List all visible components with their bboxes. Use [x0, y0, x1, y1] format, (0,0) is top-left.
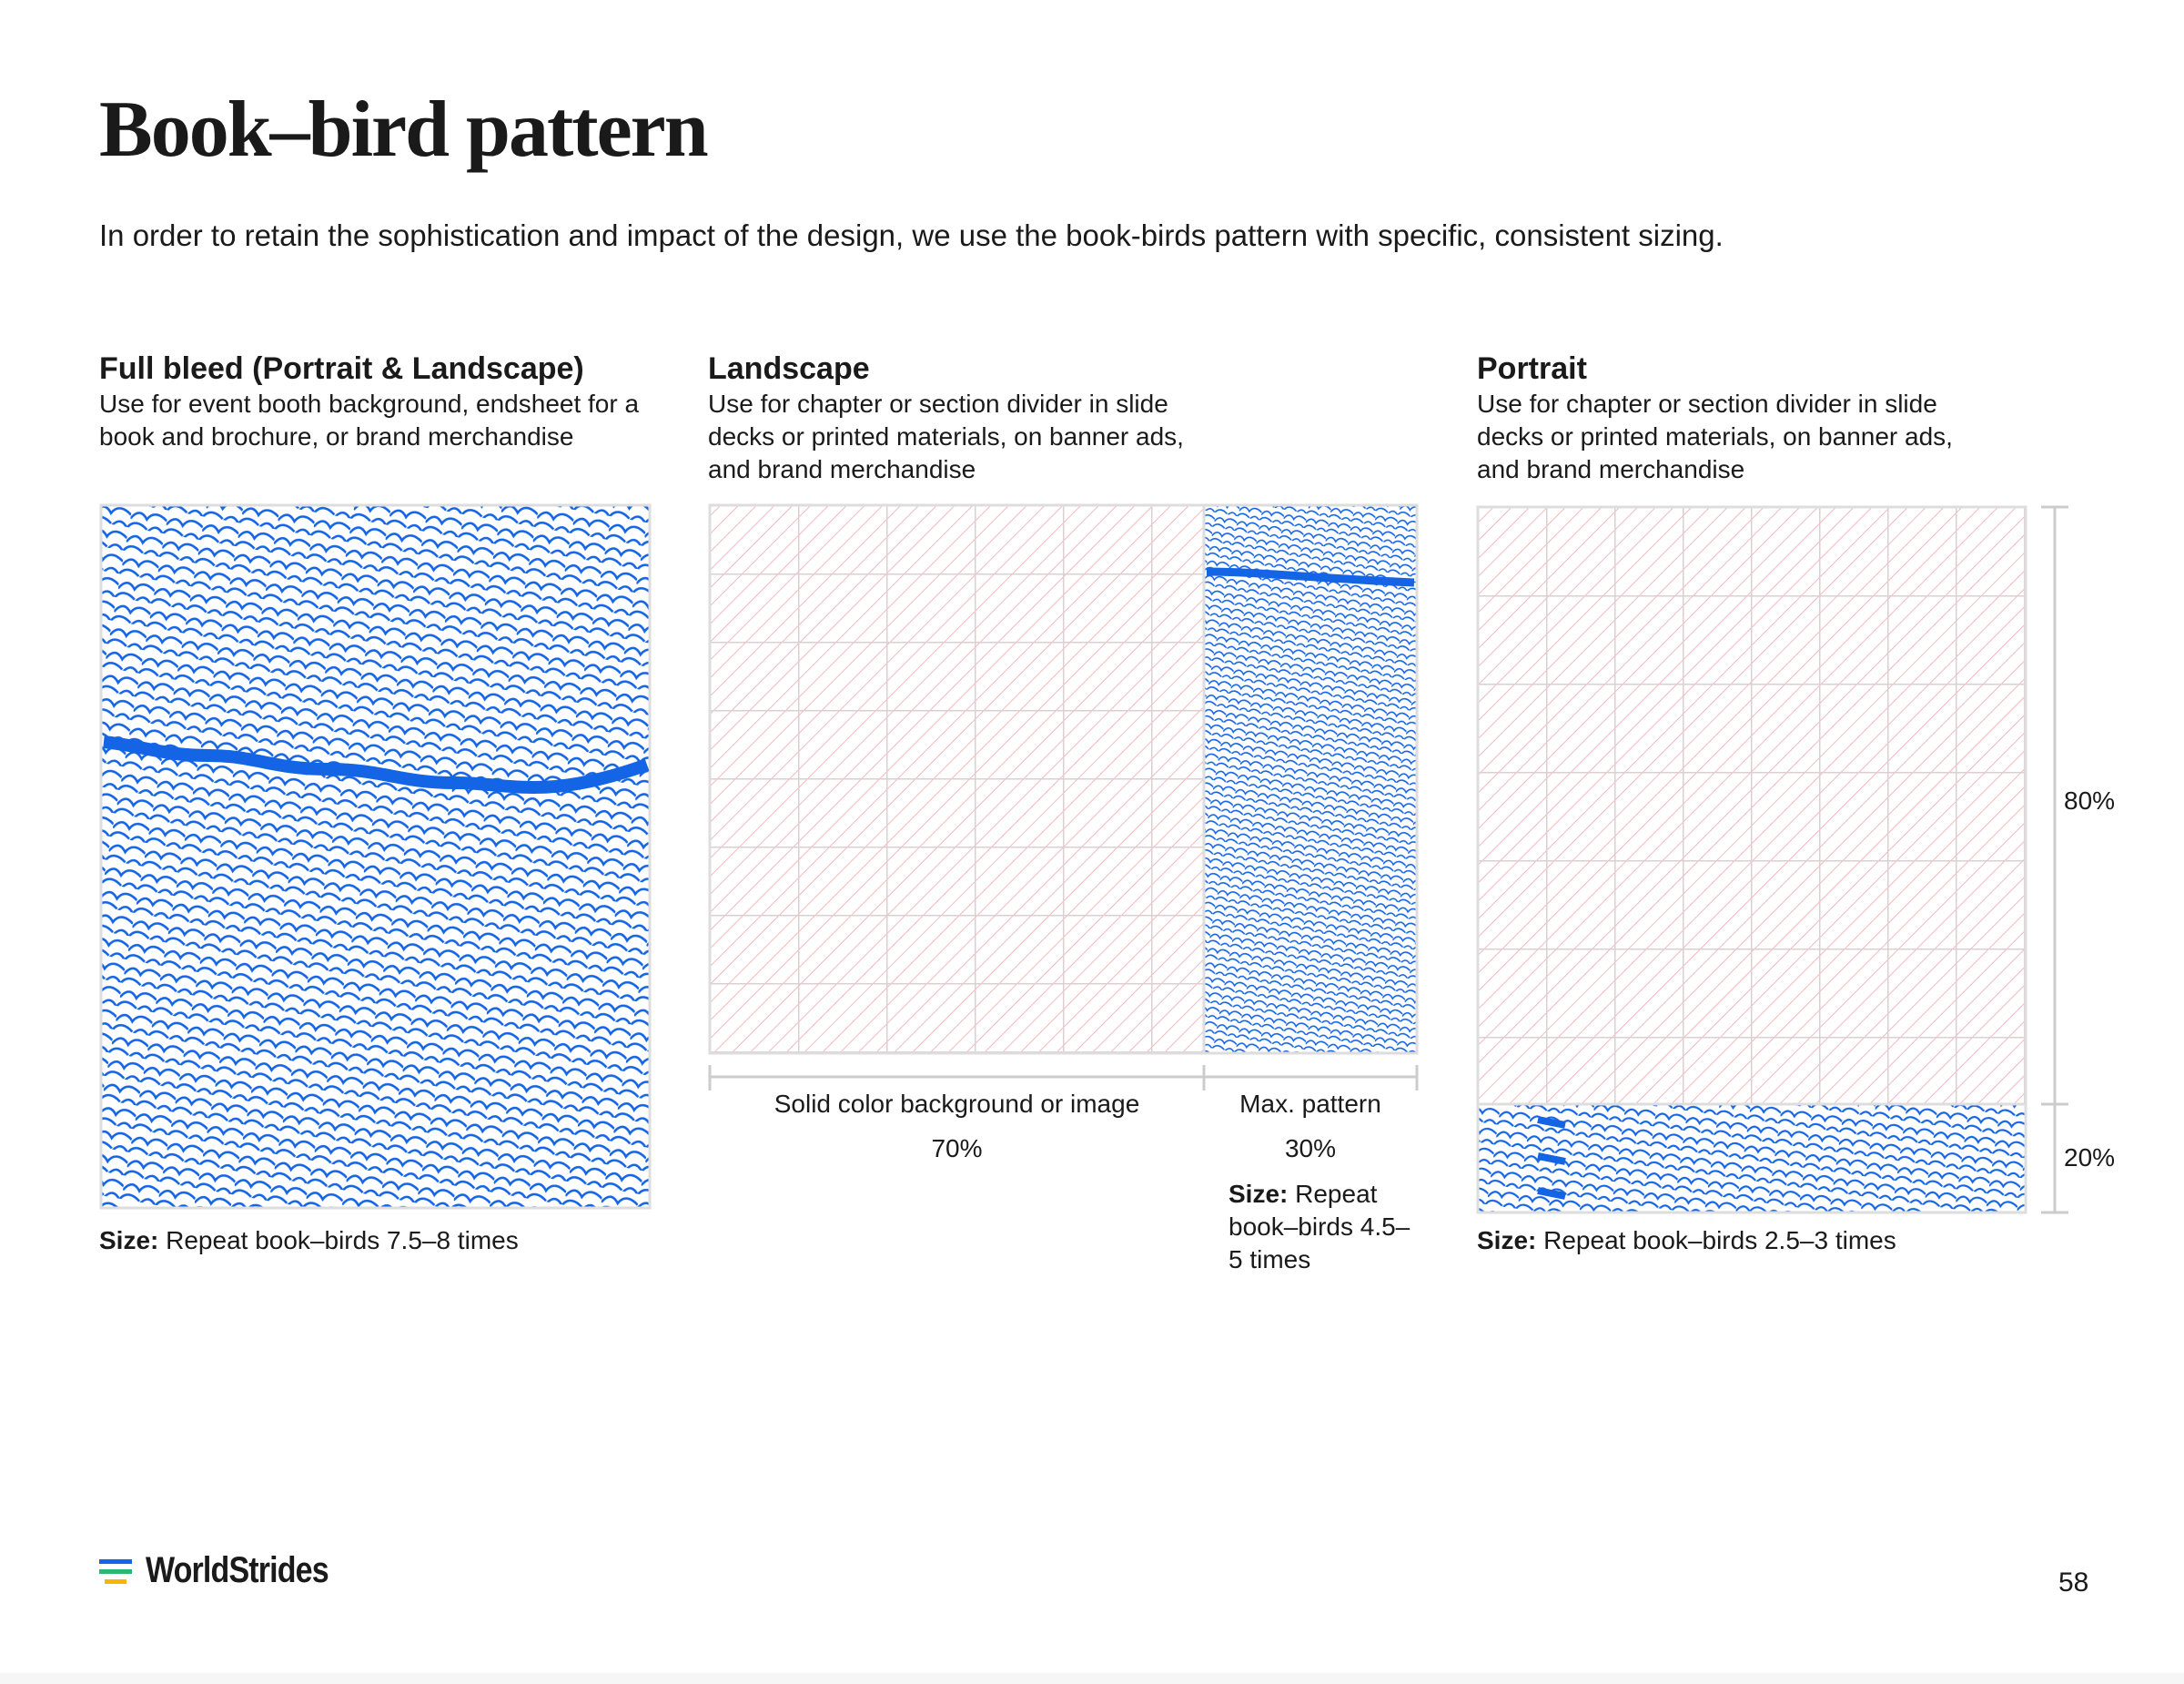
solid-percent: 70% [931, 1134, 983, 1162]
footer-strip [0, 1673, 2184, 1684]
section-description: Use for chapter or section divider in sl… [708, 390, 1184, 483]
title: Book–bird pattern [99, 86, 709, 174]
size-text: Repeat book–birds 4.5–5 times [1228, 1180, 1410, 1273]
logo-mark [99, 1559, 132, 1584]
page-number: 58 [2058, 1567, 2089, 1598]
size-label: Size: [1228, 1180, 1289, 1208]
portrait-pattern [1476, 1102, 2027, 1214]
size-label: Size: [99, 1226, 159, 1254]
size-text: Repeat book–birds 7.5–8 times [166, 1226, 519, 1254]
section-description: Use for event booth background, endsheet… [99, 390, 640, 451]
size-label: Size: [1477, 1226, 1537, 1254]
highlight-row [1206, 567, 1415, 587]
size-text: Repeat book–birds 2.5–3 times [1543, 1226, 1896, 1254]
full-bleed-pattern [99, 503, 652, 1210]
section-heading: Portrait [1477, 351, 1587, 386]
landscape-pattern [1202, 503, 1419, 1055]
highlight-row [103, 735, 650, 794]
max-percent: 30% [1284, 1134, 1337, 1162]
bottom-percent: 20% [2064, 1143, 2116, 1172]
top-percent: 80% [2064, 786, 2116, 815]
section-heading: Landscape [708, 351, 870, 386]
max-label: Max. pattern [1239, 1090, 1381, 1118]
size-note: Size: Repeat book–birds 4.5–5 times [1228, 1178, 1410, 1276]
section-description: Use for chapter or section divider in sl… [1477, 390, 1953, 483]
bracket [2041, 505, 2068, 1214]
landscape-grid [708, 503, 1206, 1055]
portrait-grid [1476, 505, 2027, 1106]
highlight-birds [1537, 1116, 1566, 1200]
solid-label: Solid color background or image [774, 1090, 1140, 1118]
intro: In order to retain the sophistication an… [99, 218, 1724, 252]
bracket [708, 1065, 1419, 1091]
logo-text: WorldStrides [146, 1550, 329, 1590]
size-note: Size: Repeat book–birds 2.5–3 times [1477, 1224, 1896, 1257]
size-note: Size: Repeat book–birds 7.5–8 times [99, 1224, 519, 1257]
section-heading: Full bleed (Portrait & Landscape) [99, 351, 584, 386]
